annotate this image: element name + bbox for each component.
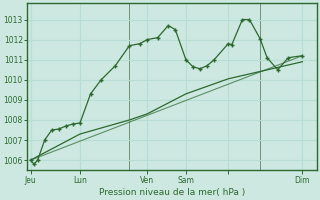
X-axis label: Pression niveau de la mer( hPa ): Pression niveau de la mer( hPa ) bbox=[99, 188, 245, 197]
